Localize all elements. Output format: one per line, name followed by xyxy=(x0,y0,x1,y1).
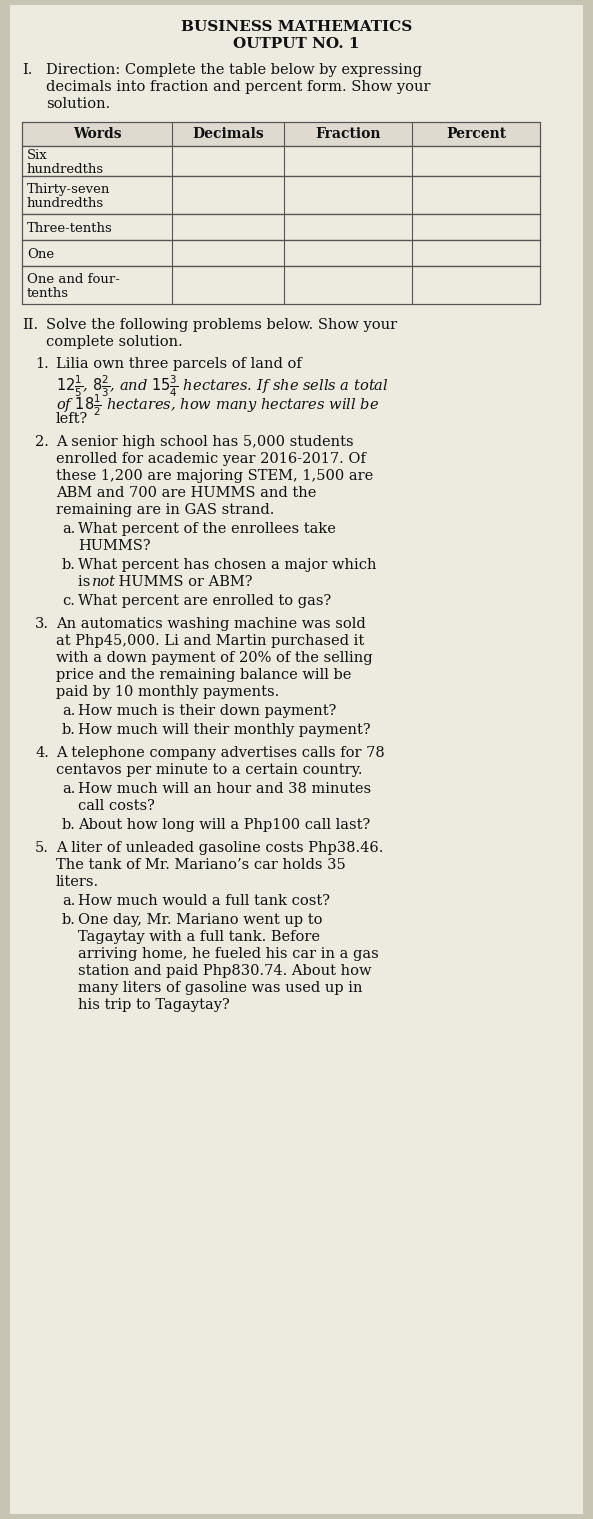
Text: How much would a full tank cost?: How much would a full tank cost? xyxy=(78,895,330,908)
Text: Six: Six xyxy=(27,149,48,163)
Text: a.: a. xyxy=(62,523,75,536)
Text: these 1,200 are majoring STEM, 1,500 are: these 1,200 are majoring STEM, 1,500 are xyxy=(56,469,373,483)
Text: Words: Words xyxy=(73,128,122,141)
Text: price and the remaining balance will be: price and the remaining balance will be xyxy=(56,668,352,682)
Text: OUTPUT NO. 1: OUTPUT NO. 1 xyxy=(233,36,360,52)
Text: One day, Mr. Mariano went up to: One day, Mr. Mariano went up to xyxy=(78,913,323,927)
Text: liters.: liters. xyxy=(56,875,99,889)
Bar xyxy=(22,176,540,214)
Text: Solve the following problems below. Show your: Solve the following problems below. Show… xyxy=(46,317,397,333)
Text: BUSINESS MATHEMATICS: BUSINESS MATHEMATICS xyxy=(181,20,412,33)
Text: HUMMS or ABM?: HUMMS or ABM? xyxy=(114,576,253,589)
Text: How much will an hour and 38 minutes: How much will an hour and 38 minutes xyxy=(78,782,371,796)
Text: 4.: 4. xyxy=(35,746,49,760)
Text: HUMMS?: HUMMS? xyxy=(78,539,151,553)
Text: Thirty-seven: Thirty-seven xyxy=(27,182,110,196)
Text: Tagaytay with a full tank. Before: Tagaytay with a full tank. Before xyxy=(78,930,320,943)
Bar xyxy=(22,266,540,304)
Text: $12\frac{1}{5}$, $8\frac{2}{3}$, and $15\frac{3}{4}$ hectares. If she sells a to: $12\frac{1}{5}$, $8\frac{2}{3}$, and $15… xyxy=(56,374,388,399)
Text: tenths: tenths xyxy=(27,287,69,299)
Text: left?: left? xyxy=(56,412,88,425)
Text: is: is xyxy=(78,576,95,589)
Text: b.: b. xyxy=(62,723,76,737)
Text: decimals into fraction and percent form. Show your: decimals into fraction and percent form.… xyxy=(46,81,431,94)
Text: many liters of gasoline was used up in: many liters of gasoline was used up in xyxy=(78,981,362,995)
Text: What percent of the enrollees take: What percent of the enrollees take xyxy=(78,523,336,536)
Text: of $18\frac{1}{2}$ hectares, how many hectares will be: of $18\frac{1}{2}$ hectares, how many he… xyxy=(56,393,380,418)
Text: About how long will a Php100 call last?: About how long will a Php100 call last? xyxy=(78,819,370,832)
Text: II.: II. xyxy=(22,317,38,333)
Text: c.: c. xyxy=(62,594,75,608)
Text: b.: b. xyxy=(62,819,76,832)
Text: What percent has chosen a major which: What percent has chosen a major which xyxy=(78,557,377,573)
Text: paid by 10 monthly payments.: paid by 10 monthly payments. xyxy=(56,685,279,699)
Text: Decimals: Decimals xyxy=(192,128,264,141)
Text: One: One xyxy=(27,248,54,261)
Text: remaining are in GAS strand.: remaining are in GAS strand. xyxy=(56,503,275,516)
Text: A telephone company advertises calls for 78: A telephone company advertises calls for… xyxy=(56,746,385,760)
Text: How much will their monthly payment?: How much will their monthly payment? xyxy=(78,723,371,737)
Text: Percent: Percent xyxy=(446,128,506,141)
Text: 2.: 2. xyxy=(35,434,49,450)
Text: A senior high school has 5,000 students: A senior high school has 5,000 students xyxy=(56,434,353,450)
Text: One and four-: One and four- xyxy=(27,273,120,286)
Text: his trip to Tagaytay?: his trip to Tagaytay? xyxy=(78,998,229,1012)
Text: 5.: 5. xyxy=(35,842,49,855)
Text: Fraction: Fraction xyxy=(315,128,381,141)
Text: I.: I. xyxy=(22,62,33,77)
Text: hundredths: hundredths xyxy=(27,163,104,176)
Bar xyxy=(22,240,540,266)
Text: hundredths: hundredths xyxy=(27,197,104,210)
Bar xyxy=(22,214,540,240)
Text: Direction: Complete the table below by expressing: Direction: Complete the table below by e… xyxy=(46,62,422,77)
Text: An automatics washing machine was sold: An automatics washing machine was sold xyxy=(56,617,366,630)
Text: A liter of unleaded gasoline costs Php38.46.: A liter of unleaded gasoline costs Php38… xyxy=(56,842,384,855)
Text: solution.: solution. xyxy=(46,97,110,111)
Text: station and paid Php830.74. About how: station and paid Php830.74. About how xyxy=(78,965,371,978)
Text: enrolled for academic year 2016-2017. Of: enrolled for academic year 2016-2017. Of xyxy=(56,453,366,466)
Text: The tank of Mr. Mariano’s car holds 35: The tank of Mr. Mariano’s car holds 35 xyxy=(56,858,346,872)
Text: Three-tenths: Three-tenths xyxy=(27,222,113,235)
Bar xyxy=(22,122,540,146)
Bar xyxy=(22,146,540,176)
Text: What percent are enrolled to gas?: What percent are enrolled to gas? xyxy=(78,594,331,608)
Text: a.: a. xyxy=(62,703,75,718)
Text: How much is their down payment?: How much is their down payment? xyxy=(78,703,336,718)
Text: 3.: 3. xyxy=(35,617,49,630)
Text: at Php45,000. Li and Martin purchased it: at Php45,000. Li and Martin purchased it xyxy=(56,633,364,649)
Text: with a down payment of 20% of the selling: with a down payment of 20% of the sellin… xyxy=(56,652,372,665)
Text: Lilia own three parcels of land of: Lilia own three parcels of land of xyxy=(56,357,302,371)
Text: b.: b. xyxy=(62,913,76,927)
Text: b.: b. xyxy=(62,557,76,573)
Text: ABM and 700 are HUMMS and the: ABM and 700 are HUMMS and the xyxy=(56,486,317,500)
Text: centavos per minute to a certain country.: centavos per minute to a certain country… xyxy=(56,763,362,778)
Text: a.: a. xyxy=(62,782,75,796)
Text: call costs?: call costs? xyxy=(78,799,155,813)
Text: a.: a. xyxy=(62,895,75,908)
Text: 1.: 1. xyxy=(35,357,49,371)
Text: not: not xyxy=(92,576,116,589)
Text: arriving home, he fueled his car in a gas: arriving home, he fueled his car in a ga… xyxy=(78,946,379,962)
Text: complete solution.: complete solution. xyxy=(46,336,183,349)
